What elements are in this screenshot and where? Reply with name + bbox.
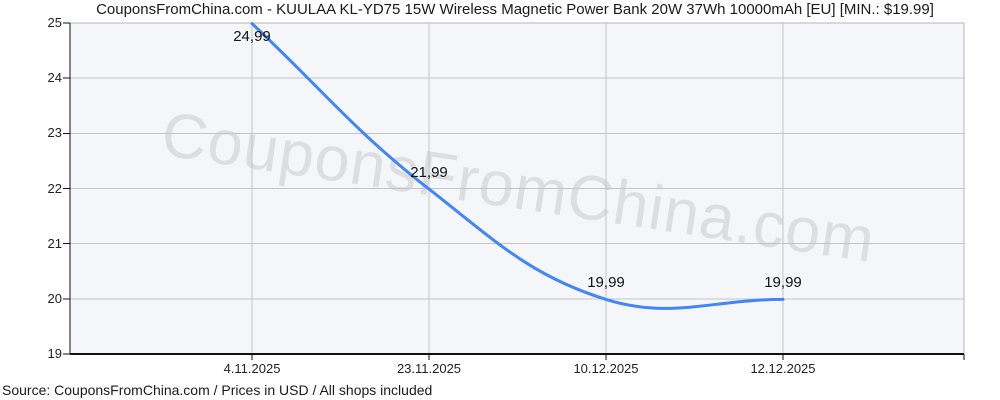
price-line	[250, 22, 785, 310]
chart-title: CouponsFromChina.com - KUULAA KL-YD75 15…	[96, 1, 934, 18]
source-note: Source: CouponsFromChina.com / Prices in…	[2, 382, 433, 398]
